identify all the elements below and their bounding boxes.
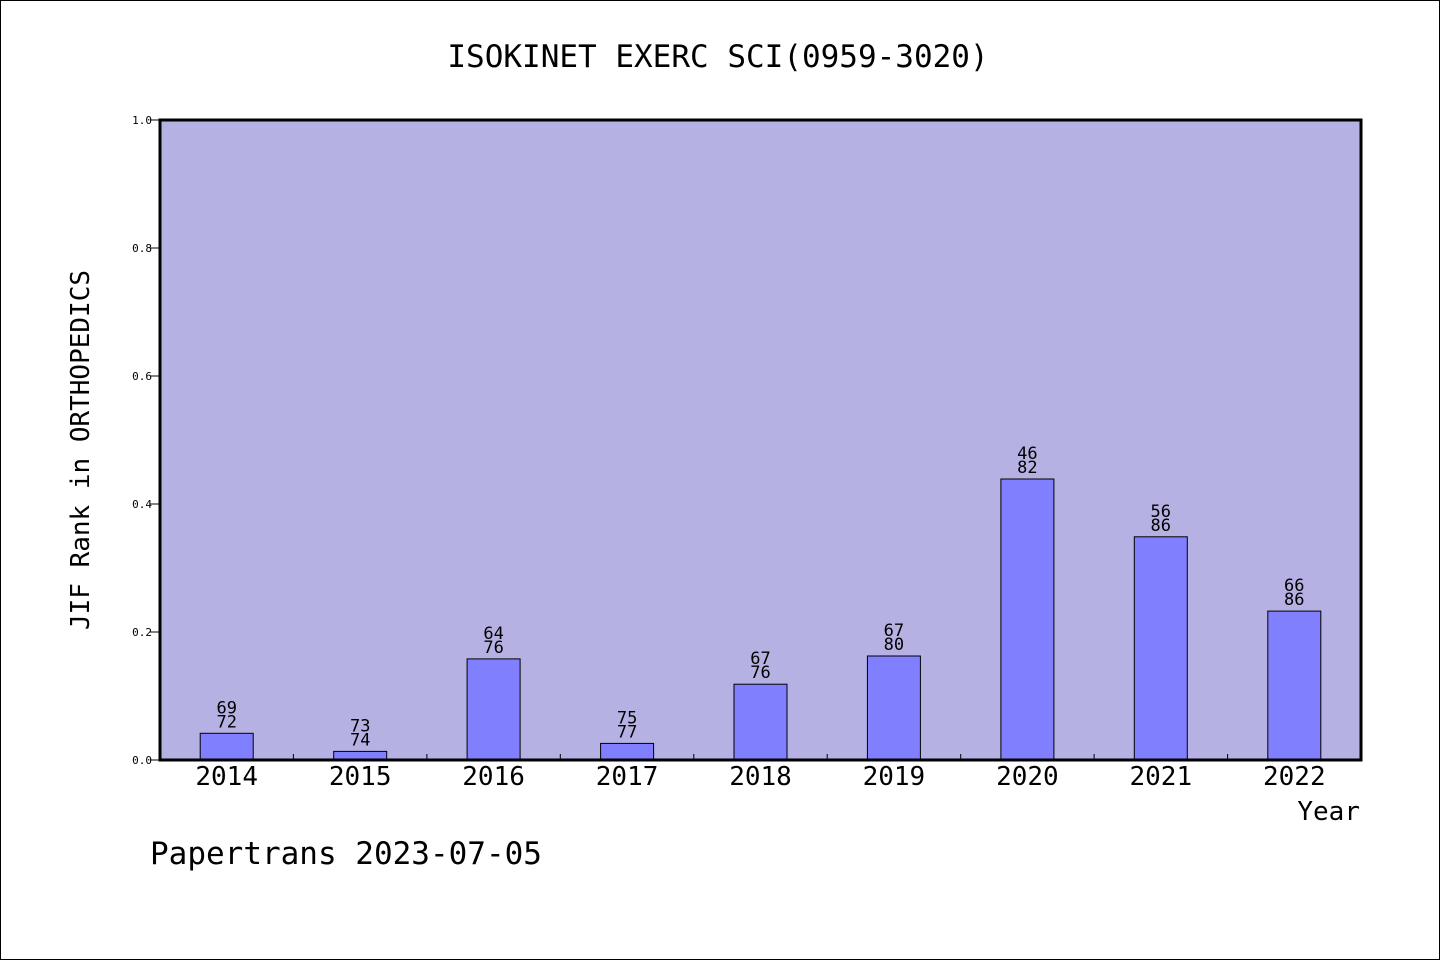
chart-title: ISOKINET EXERC SCI(0959-3020): [447, 39, 988, 75]
bar-2021: [1133, 536, 1188, 761]
bar-total-label: 80: [884, 635, 904, 655]
bar-2019: [866, 655, 921, 761]
footer-stamp: Papertrans 2023-07-05: [150, 836, 542, 872]
x-tick-label: 2017: [596, 762, 659, 792]
bar-2014: [199, 732, 254, 761]
bar-total-label: 72: [216, 712, 236, 732]
x-axis-label: Year: [1297, 797, 1360, 827]
bar-total-label: 77: [617, 722, 637, 742]
bar-total-label: 74: [350, 730, 370, 750]
bar-total-label: 86: [1284, 590, 1304, 610]
y-tick-label: 0.2: [132, 626, 152, 639]
y-tick-label: 0.8: [132, 242, 152, 255]
y-axis-label: JIF Rank in ORTHOPEDICS: [66, 270, 96, 630]
bar-rank-label: 56: [1151, 502, 1171, 522]
bar-rank-label: 67: [884, 621, 904, 641]
bar-rank-label: 66: [1284, 576, 1304, 596]
bar-rank-label: 73: [350, 716, 370, 736]
bar-2022: [1267, 610, 1322, 761]
bar-2017: [600, 742, 655, 761]
bar-rank-label: 69: [216, 698, 236, 718]
x-tick-label: 2014: [195, 762, 258, 792]
bar-rank-label: 67: [750, 649, 770, 669]
x-tick-label: 2022: [1263, 762, 1326, 792]
bar-total-label: 82: [1017, 458, 1037, 478]
bar-rank-label: 46: [1017, 444, 1037, 464]
x-tick-label: 2020: [996, 762, 1059, 792]
bar-2020: [1000, 478, 1055, 761]
x-ticks-layer: 2014 2015 2016 2017 2018 2019 2020 2021 2022: [195, 754, 1326, 792]
x-tick-label: 2019: [863, 762, 926, 792]
y-tick-label: 0.4: [132, 498, 152, 511]
bar-2018: [733, 683, 788, 761]
bar-2016: [466, 658, 521, 761]
bars-layer: [199, 478, 1322, 761]
bar-total-label: 86: [1151, 516, 1171, 536]
x-tick-label: 2018: [729, 762, 792, 792]
x-tick-label: 2021: [1129, 762, 1192, 792]
bar-total-label: 76: [750, 663, 770, 683]
x-tick-label: 2016: [462, 762, 525, 792]
y-ticks-layer: 0.0 0.2 0.4 0.6 0.8 1.0: [132, 114, 160, 767]
bar-rank-label: 64: [483, 624, 503, 644]
y-tick-label: 0.0: [132, 754, 152, 767]
y-tick-label: 0.6: [132, 370, 152, 383]
bar-total-label: 76: [483, 638, 503, 658]
plot-frame: [158, 118, 1363, 762]
x-tick-label: 2015: [329, 762, 392, 792]
y-tick-label: 1.0: [132, 114, 152, 127]
bar-rank-label: 75: [617, 708, 637, 728]
